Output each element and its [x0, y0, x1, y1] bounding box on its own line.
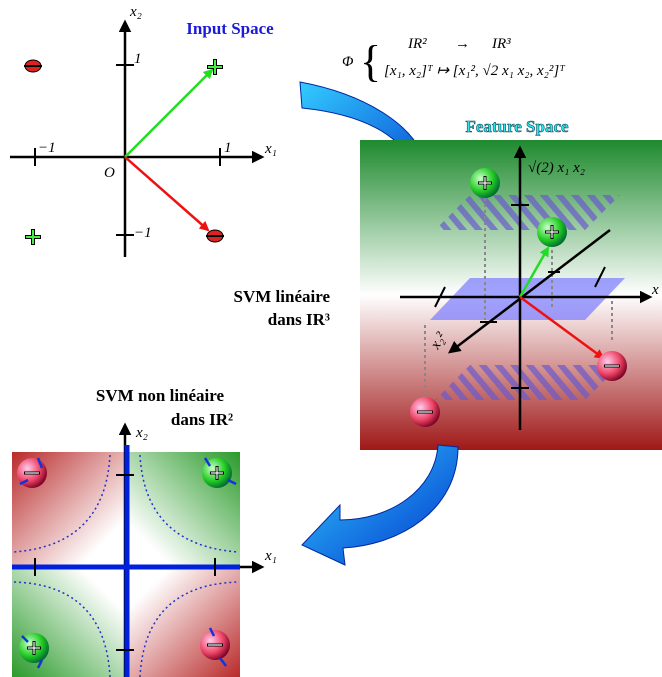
brace: { — [360, 37, 381, 86]
phi: Φ — [342, 54, 354, 70]
nonlinear-label: SVM non linéaire — [96, 386, 225, 405]
arrow: → — [455, 36, 470, 52]
axis-label: √(2) x₁ x₂ — [528, 160, 585, 176]
tick-label: −1 — [38, 140, 56, 156]
input-space: Input Space x₁ x₂ 1 −1 1 −1 O — [10, 4, 277, 257]
axis-label: x₁ — [264, 141, 277, 157]
feature-space: Feature Space √(2) x₁ x₂ x x₂² — [360, 117, 662, 450]
linear-label: SVM linéaire — [234, 287, 331, 306]
tick-label: −1 — [134, 225, 152, 241]
title: Feature Space — [465, 117, 569, 136]
origin-label: O — [104, 165, 115, 181]
axis-label: x₂ — [135, 425, 148, 441]
axis-label: x₁ — [264, 548, 277, 564]
title: Input Space — [186, 19, 274, 38]
linear-label: dans IR³ — [268, 310, 330, 329]
rule: [x₁, x₂]ᵀ ↦ [x₁², √2 x₁ x₂, x₂²]ᵀ — [384, 63, 566, 79]
diagram: Input Space x₁ x₂ 1 −1 1 −1 O Φ { IR² → … — [0, 0, 662, 677]
output-space: x₁ x₂ — [12, 425, 277, 677]
mapping: Φ { IR² → IR³ [x₁, x₂]ᵀ ↦ [x₁², √2 x₁ x₂… — [342, 36, 566, 86]
axis-label: x — [651, 282, 659, 298]
from: IR² — [407, 36, 427, 52]
transform-arrow — [302, 445, 458, 565]
tick-label: 1 — [134, 51, 142, 67]
to: IR³ — [491, 36, 511, 52]
tick-label: 1 — [224, 140, 232, 156]
nonlinear-label: dans IR² — [171, 410, 233, 429]
axis-label: x₂ — [129, 4, 142, 20]
